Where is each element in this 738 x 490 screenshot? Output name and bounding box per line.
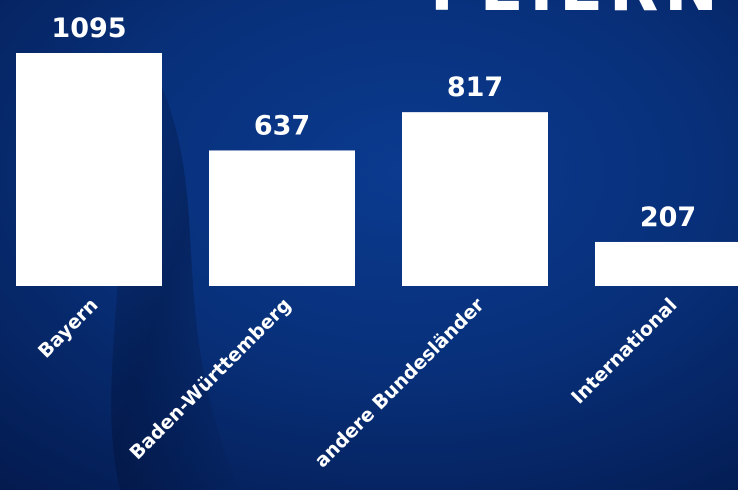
- value-label: 1095: [51, 13, 126, 44]
- bar: [402, 112, 548, 286]
- value-label: 207: [640, 202, 696, 233]
- page: FEIERN 1095Bayern637Baden-Württemberg817…: [0, 0, 738, 490]
- bar: [595, 242, 738, 286]
- value-label: 637: [254, 110, 310, 141]
- bar: [16, 53, 162, 286]
- value-label: 817: [447, 72, 503, 103]
- bar: [209, 150, 355, 286]
- chart-title: FEIERN: [430, 0, 724, 26]
- chart: FEIERN 1095Bayern637Baden-Württemberg817…: [0, 0, 738, 490]
